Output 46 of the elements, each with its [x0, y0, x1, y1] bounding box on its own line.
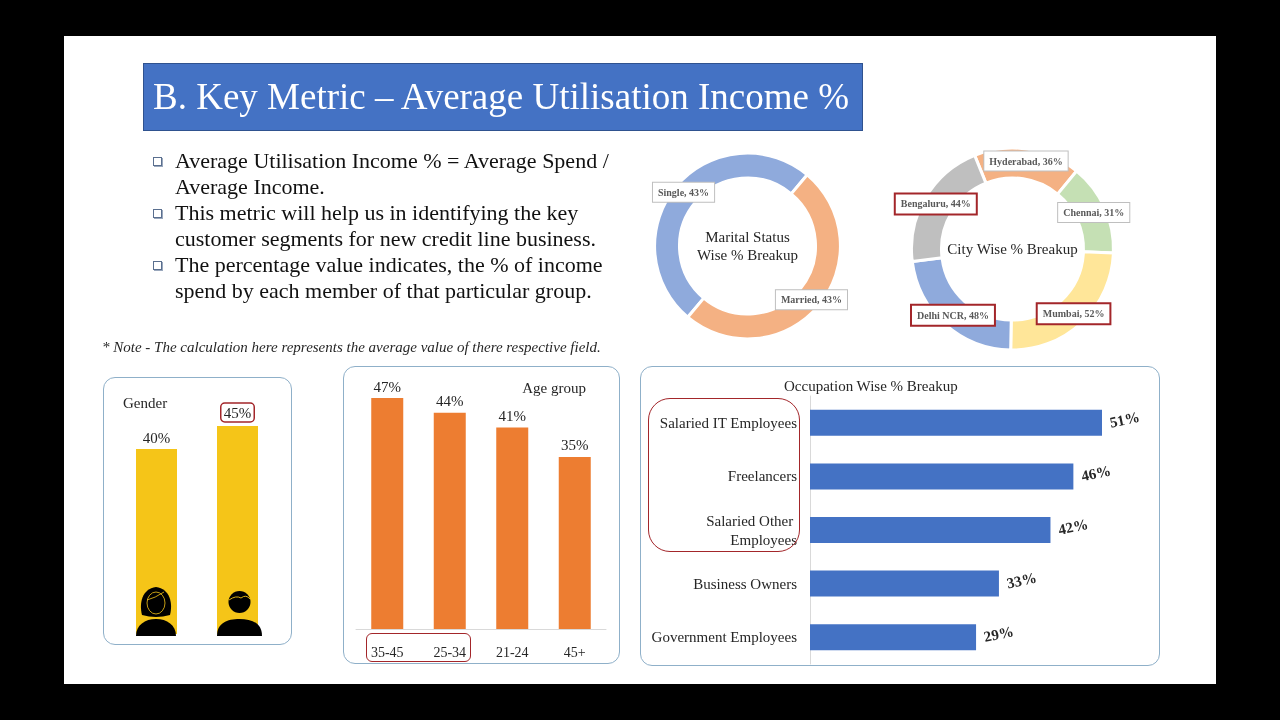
bar: [810, 517, 1051, 543]
y-tick-label: Salaried IT Employees: [659, 414, 798, 431]
slice-label: Mumbai, 52%: [1042, 308, 1105, 320]
text: Average Utilisation Income % = Average Spend / Average Income.: [175, 148, 610, 200]
chart-title: Gender: [123, 394, 168, 411]
text: Marital Status Wise % Breakup: [696, 228, 799, 264]
text: This metric will help us in identifying the key customer segments for new credit line business.: [175, 200, 597, 252]
data-label: 45%: [223, 404, 252, 421]
x-tick-label: 21-24: [495, 645, 529, 660]
bar: [810, 570, 999, 597]
data-label: 40%: [142, 429, 171, 446]
slice-label: Married, 43%: [780, 294, 843, 306]
bar: [810, 624, 977, 651]
y-tick-label: Business Owners: [693, 575, 798, 592]
slice-label: Chennai, 31%: [1063, 207, 1125, 219]
bar: [810, 463, 1074, 490]
bar: [433, 412, 466, 629]
chart-title: Age group: [522, 379, 587, 396]
x-tick-label: 35-45: [370, 645, 404, 660]
x-tick-label: 45+: [563, 645, 586, 660]
bar: [558, 456, 591, 629]
bar: [371, 398, 404, 629]
x-tick-label: 25-34: [433, 645, 467, 660]
data-label: 29%: [982, 623, 1016, 646]
data-label: 42%: [1056, 515, 1090, 538]
slice-label: Single, 43%: [657, 186, 710, 198]
text: City Wise % Breakup: [947, 240, 1078, 258]
text: The percentage value indicates, the % of income spend by each member of that particular group.: [175, 252, 604, 304]
slice-label: Hyderabad, 36%: [989, 155, 1063, 167]
y-tick-label: Salaried Other Employees: [706, 512, 798, 548]
slice-label: Bengaluru, 44%: [900, 198, 971, 210]
chart-title: Occupation Wise % Breakup: [784, 377, 958, 394]
text: * Note - The calculation here represents the average value of there respective field.: [102, 338, 601, 356]
bar: [810, 409, 1102, 436]
data-label: 41%: [498, 407, 526, 424]
data-label: 46%: [1079, 462, 1113, 485]
data-label: 33%: [1005, 569, 1038, 592]
text: B. Key Metric – Average Utilisation Income %: [143, 63, 863, 131]
data-label: 44%: [436, 393, 464, 410]
data-label: 35%: [561, 437, 589, 454]
slice-label: Delhi NCR, 48%: [916, 309, 989, 321]
y-tick-label: Government Employees: [651, 629, 798, 646]
data-label: 47%: [373, 378, 401, 395]
bar: [496, 427, 529, 629]
y-tick-label: Freelancers: [727, 468, 798, 485]
data-label: 51%: [1108, 408, 1141, 431]
